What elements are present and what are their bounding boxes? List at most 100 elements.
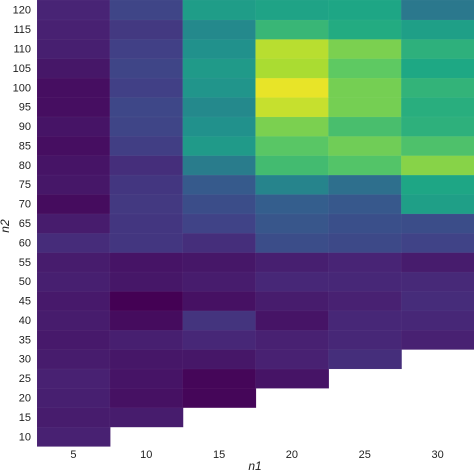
heatmap-cell-n1-25-n2-65	[328, 213, 403, 234]
heatmap-cell-n1-10-n2-105	[109, 57, 184, 79]
heatmap-cell-n1-30-n2-55	[400, 251, 474, 273]
heatmap-cell-n1-25-n2-110	[328, 38, 403, 60]
heatmap-cell-n1-30-n2-50	[400, 271, 474, 292]
heatmap-cell-n1-15-n2-60	[182, 232, 257, 253]
heatmap-cell-n1-5-n2-30	[36, 348, 111, 370]
y-tick-label: 45	[19, 296, 31, 308]
heatmap-cell-n1-25-n2-30	[328, 348, 403, 370]
heatmap-cell-n1-25-n2-90	[328, 116, 403, 137]
heatmap-cell-n1-30-n2-85	[400, 135, 474, 156]
heatmap-cell-n1-5-n2-90	[36, 116, 111, 137]
heatmap-cell-n1-25-n2-50	[328, 271, 403, 292]
heatmap-cell-n1-5-n2-65	[36, 213, 111, 234]
heatmap-cell-n1-30-n2-80	[400, 154, 474, 176]
heatmap-cell-n1-25-n2-105	[328, 57, 403, 79]
heatmap-cell-n1-25-n2-115	[328, 19, 403, 40]
heatmap-cell-n1-30-n2-110	[400, 38, 474, 60]
heatmap-cell-n1-10-n2-25	[109, 368, 184, 389]
heatmap-cell-n1-5-n2-20	[36, 387, 111, 409]
heatmap-cell-n1-15-n2-45	[182, 290, 257, 312]
heatmap-cell-n1-30-n2-65	[400, 213, 474, 234]
heatmap-cell-n1-5-n2-60	[36, 232, 111, 253]
heatmap-cell-n1-20-n2-115	[255, 19, 330, 40]
heatmap-cell-n1-15-n2-95	[182, 96, 257, 118]
heatmap-cell-n1-30-n2-120	[400, 0, 474, 21]
heatmap-cell-n1-10-n2-115	[109, 19, 184, 40]
heatmap-cell-n1-10-n2-50	[109, 271, 184, 292]
heatmap-cell-n1-15-n2-55	[182, 251, 257, 273]
heatmap-cell-n1-25-n2-80	[328, 154, 403, 176]
heatmap-cell-n1-20-n2-45	[255, 290, 330, 312]
heatmap-cell-n1-5-n2-55	[36, 251, 111, 273]
x-tick-label: 30	[431, 449, 443, 461]
heatmap-cell-n1-25-n2-55	[328, 251, 403, 273]
heatmap-cell-n1-5-n2-120	[36, 0, 111, 21]
heatmap-cell-n1-20-n2-110	[255, 38, 330, 60]
heatmap-cell-n1-25-n2-75	[328, 174, 403, 195]
heatmap-cell-n1-30-n2-100	[400, 77, 474, 98]
heatmap-cell-n1-20-n2-60	[255, 232, 330, 253]
y-tick-label: 10	[19, 431, 31, 443]
heatmap-cell-n1-20-n2-105	[255, 57, 330, 79]
heatmap-cell-n1-15-n2-75	[182, 174, 257, 195]
x-tick-label: 20	[286, 449, 298, 461]
y-tick-label: 50	[19, 276, 31, 288]
heatmap-cell-n1-25-n2-100	[328, 77, 403, 98]
heatmap-cell-n1-10-n2-110	[109, 38, 184, 60]
heatmap-cell-n1-25-n2-120	[328, 0, 403, 21]
y-tick-label: 35	[19, 334, 31, 346]
heatmap-cell-n1-25-n2-95	[328, 96, 403, 118]
heatmap-cell-n1-25-n2-60	[328, 232, 403, 253]
heatmap-cell-n1-15-n2-100	[182, 77, 257, 98]
heatmap-cell-n1-30-n2-35	[400, 329, 474, 350]
heatmap-cell-n1-25-n2-85	[328, 135, 403, 156]
y-tick-label: 80	[19, 160, 31, 172]
heatmap-cell-n1-30-n2-95	[400, 96, 474, 118]
y-tick-label: 25	[19, 373, 31, 385]
heatmap-cell-n1-20-n2-120	[255, 0, 330, 21]
y-tick-label: 60	[19, 237, 31, 249]
heatmap-cell-n1-15-n2-20	[182, 387, 257, 409]
heatmap-cell-n1-5-n2-50	[36, 271, 111, 292]
heatmap-cell-n1-30-n2-75	[400, 174, 474, 195]
heatmap-cell-n1-10-n2-65	[109, 213, 184, 234]
heatmap-cell-n1-5-n2-45	[36, 290, 111, 312]
heatmap-cell-n1-15-n2-70	[182, 193, 257, 215]
heatmap-cell-n1-20-n2-90	[255, 116, 330, 137]
heatmap-cell-n1-10-n2-15	[109, 406, 184, 428]
heatmap-cell-n1-15-n2-80	[182, 154, 257, 176]
heatmap-cell-n1-15-n2-85	[182, 135, 257, 156]
heatmap-cell-n1-10-n2-60	[109, 232, 184, 253]
heatmap-cell-n1-20-n2-75	[255, 174, 330, 195]
y-tick-label: 100	[13, 82, 31, 94]
heatmap-cell-n1-5-n2-75	[36, 174, 111, 195]
heatmap-cell-n1-20-n2-80	[255, 154, 330, 176]
heatmap-cell-n1-15-n2-105	[182, 57, 257, 79]
y-tick-label: 85	[19, 140, 31, 152]
heatmap-cell-n1-25-n2-45	[328, 290, 403, 312]
heatmap-cell-n1-20-n2-95	[255, 96, 330, 118]
heatmap-cell-n1-5-n2-115	[36, 19, 111, 40]
y-tick-label: 75	[19, 179, 31, 191]
heatmap-cell-n1-5-n2-85	[36, 135, 111, 156]
heatmap-cell-n1-25-n2-40	[328, 310, 403, 331]
heatmap-cell-n1-15-n2-115	[182, 19, 257, 40]
heatmap-cell-n1-10-n2-45	[109, 290, 184, 312]
heatmap-cell-n1-5-n2-80	[36, 154, 111, 176]
heatmap-cell-n1-20-n2-55	[255, 251, 330, 273]
y-tick-label: 95	[19, 102, 31, 114]
heatmap-cell-n1-5-n2-10	[36, 426, 111, 447]
heatmap-cell-n1-20-n2-85	[255, 135, 330, 156]
y-tick-label: 90	[19, 121, 31, 133]
heatmap-cell-n1-15-n2-25	[182, 368, 257, 389]
heatmap-cell-n1-10-n2-90	[109, 116, 184, 137]
heatmap-cell-n1-15-n2-50	[182, 271, 257, 292]
heatmap-cell-n1-20-n2-30	[255, 348, 330, 370]
heatmap-cell-n1-10-n2-35	[109, 329, 184, 350]
heatmap-cell-n1-10-n2-20	[109, 387, 184, 409]
y-tick-label: 120	[13, 5, 31, 17]
y-tick-label: 55	[19, 257, 31, 269]
heatmap-cell-n1-15-n2-120	[182, 0, 257, 21]
heatmap-cell-n1-25-n2-70	[328, 193, 403, 215]
